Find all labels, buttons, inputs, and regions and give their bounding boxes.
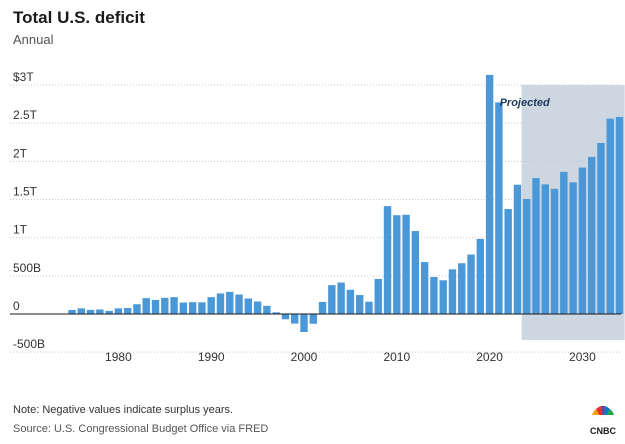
bar	[467, 254, 475, 314]
y-tick-label: 2T	[13, 146, 28, 160]
bar	[383, 206, 392, 314]
x-tick-label: 1990	[198, 350, 225, 364]
bar	[281, 314, 290, 320]
bar	[161, 297, 169, 314]
projected-label: Projected	[500, 97, 550, 109]
cnbc-logo-text: CNBC	[590, 426, 616, 436]
footnote: Note: Negative values indicate surplus y…	[13, 404, 234, 416]
bar	[476, 238, 485, 314]
bar	[374, 278, 382, 314]
peacock-icon	[592, 405, 614, 422]
bar	[123, 307, 132, 314]
bar	[560, 171, 568, 314]
bar	[68, 309, 76, 314]
bar	[77, 308, 85, 314]
bar	[253, 301, 262, 314]
bar	[541, 184, 549, 314]
y-tick-label: 2.5T	[13, 108, 38, 122]
bar	[439, 280, 447, 314]
bar	[606, 118, 614, 315]
bar	[346, 289, 355, 314]
y-tick-label: 1.5T	[13, 185, 38, 199]
bar	[133, 304, 141, 314]
bar	[198, 302, 206, 314]
x-tick-label: 2020	[476, 350, 503, 364]
bar	[272, 312, 280, 314]
x-tick-label: 2010	[383, 350, 410, 364]
bar	[244, 298, 253, 314]
bar	[337, 282, 345, 314]
bar	[615, 116, 624, 314]
bar	[597, 143, 605, 314]
bar	[448, 269, 457, 314]
bar	[578, 167, 587, 314]
x-tick-label: 2000	[291, 350, 318, 364]
bar	[309, 314, 317, 324]
y-tick-label: 0	[13, 299, 20, 313]
bar	[458, 263, 466, 314]
bar	[550, 188, 559, 314]
chart-title: Total U.S. deficit	[13, 8, 145, 27]
bar	[151, 299, 160, 314]
bar	[587, 156, 596, 314]
bar	[207, 297, 215, 314]
bar	[513, 184, 522, 314]
bar	[105, 310, 113, 314]
bar	[411, 231, 420, 314]
y-tick-label: $3T	[13, 70, 34, 84]
bar	[188, 302, 197, 314]
bar	[495, 102, 503, 315]
bar	[532, 178, 540, 314]
bar	[291, 314, 299, 324]
y-tick-label: -500B	[13, 337, 45, 351]
bar	[235, 294, 243, 314]
bar	[393, 215, 401, 314]
bar	[142, 298, 150, 314]
bar	[96, 309, 104, 314]
source-line: Source: U.S. Congressional Budget Office…	[13, 423, 269, 435]
deficit-bar-chart: -500B 0 500B 1T 1.5T 2T 2.5T $3T 1980 1990 2000 201…	[10, 70, 625, 364]
bar	[355, 295, 364, 314]
bar	[430, 276, 438, 314]
bar	[179, 302, 188, 314]
bar	[216, 293, 225, 314]
bar	[318, 301, 327, 314]
bar	[365, 301, 373, 314]
bar	[328, 285, 336, 314]
bar	[569, 182, 577, 314]
bar	[485, 74, 494, 314]
cnbc-logo: CNBC	[590, 405, 616, 436]
y-tick-label: 1T	[13, 223, 28, 237]
bar	[300, 314, 308, 333]
x-tick-label: 1980	[105, 350, 132, 364]
bar	[523, 198, 531, 314]
bar	[170, 297, 178, 314]
y-tick-label: 500B	[13, 261, 41, 275]
chart-subtitle: Annual	[13, 32, 54, 47]
bar	[114, 308, 123, 314]
x-tick-label: 2030	[569, 350, 596, 364]
bar	[402, 214, 410, 314]
bar	[504, 208, 512, 314]
bar	[226, 291, 234, 314]
bar	[86, 309, 95, 314]
bar	[420, 262, 429, 314]
bar	[263, 305, 271, 314]
